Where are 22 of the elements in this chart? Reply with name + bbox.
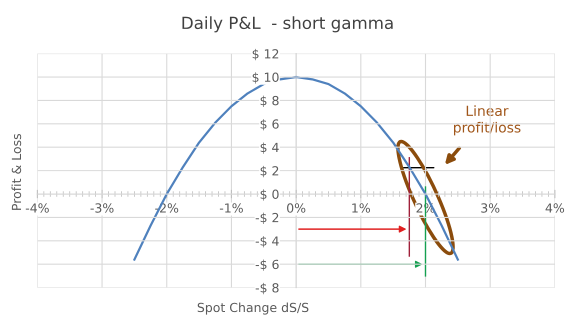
x-tick-label: -4% <box>26 203 49 213</box>
chart-title: Daily P&L - short gamma <box>182 16 393 32</box>
y-tick-label: $ 6 <box>260 119 279 130</box>
y-tick-label: $ 8 <box>260 96 279 108</box>
x-axis-title: Spot Change dS/S <box>198 302 308 315</box>
y-tick-label: -$ 6 <box>256 259 279 271</box>
y-tick-label: $ 4 <box>260 142 279 154</box>
x-tick-label: -3% <box>90 203 114 213</box>
x-tick-label: 3% <box>481 203 500 213</box>
x-tick-label: 1% <box>352 203 370 213</box>
y-tick-label: $ 10 <box>252 72 279 84</box>
annotation: Linear profit/loss <box>454 105 520 136</box>
y-tick-label: -$ 8 <box>256 282 279 294</box>
x-tick-label: 4% <box>546 203 564 213</box>
y-tick-label: $ 12 <box>252 48 278 60</box>
y-tick-label: $ 0 <box>260 189 279 201</box>
x-tick-label: 0% <box>287 203 306 213</box>
y-tick-label: -$ 4 <box>256 236 279 248</box>
y-axis-title: Profit & Loss <box>12 134 22 210</box>
x-tick-label: -1% <box>220 203 243 213</box>
y-tick-label: $ 2 <box>260 166 278 178</box>
y-tick-label: -$ 2 <box>256 212 278 224</box>
